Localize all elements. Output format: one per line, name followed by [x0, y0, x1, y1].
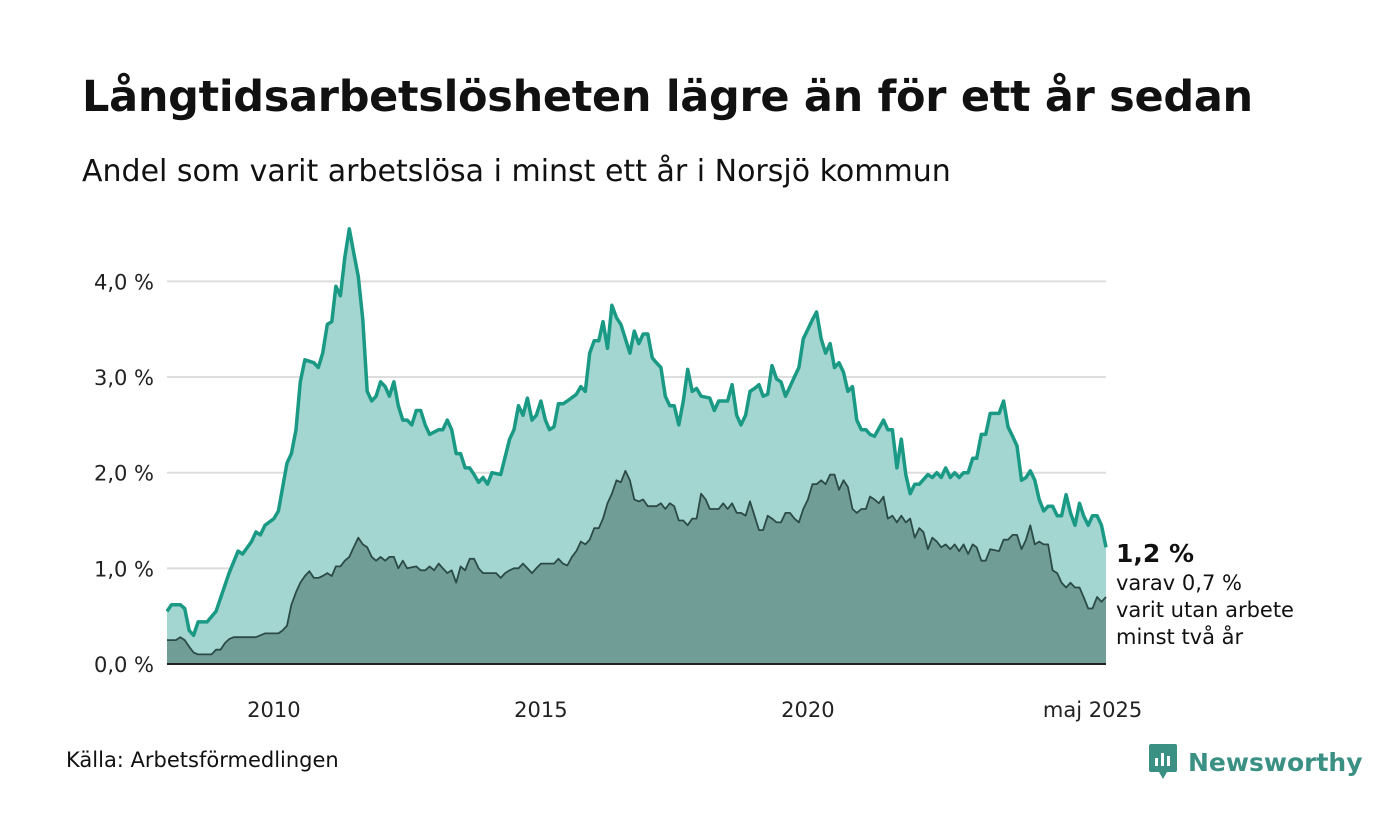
chart-subtitle: Andel som varit arbetslösa i minst ett å… [82, 154, 951, 189]
series-area-minst_tva_ar [167, 470, 1106, 664]
y-tick-label: 1,0 % [94, 557, 154, 581]
series-areas [165, 227, 1108, 665]
y-tick-label: 2,0 % [94, 462, 154, 486]
annotation-value: 1,2 % [1116, 539, 1194, 568]
annotation-line: minst två år [1116, 624, 1244, 649]
y-tick-label: 0,0 % [94, 653, 154, 677]
x-tick-label: maj 2025 [1043, 698, 1142, 722]
y-tick-label: 3,0 % [94, 366, 154, 390]
newsworthy-logo-icon [1149, 744, 1177, 779]
axes: 0,0 % 1,0 % 2,0 % 3,0 % 4,0 % 2010 2015 2020 maj… [94, 270, 1142, 722]
x-tick-label: 2020 [781, 698, 834, 722]
series-line-minst_tva_ar [167, 469, 1107, 656]
source-note: Källa: Arbetsförmedlingen [66, 748, 339, 772]
brand-logo: Newsworthy [1148, 742, 1363, 782]
series-line-min_ett_ar [165, 227, 1108, 638]
chart-title: Långtidsarbetslösheten lägre än för ett … [82, 72, 1253, 122]
y-tick-label: 4,0 % [94, 270, 154, 294]
brand-name: Newsworthy [1188, 747, 1363, 777]
annotation-line: varav 0,7 % [1116, 571, 1242, 595]
x-tick-label: 2015 [514, 698, 567, 722]
annotation-line: varit utan arbete [1116, 598, 1294, 622]
x-tick-label: 2010 [247, 698, 300, 722]
